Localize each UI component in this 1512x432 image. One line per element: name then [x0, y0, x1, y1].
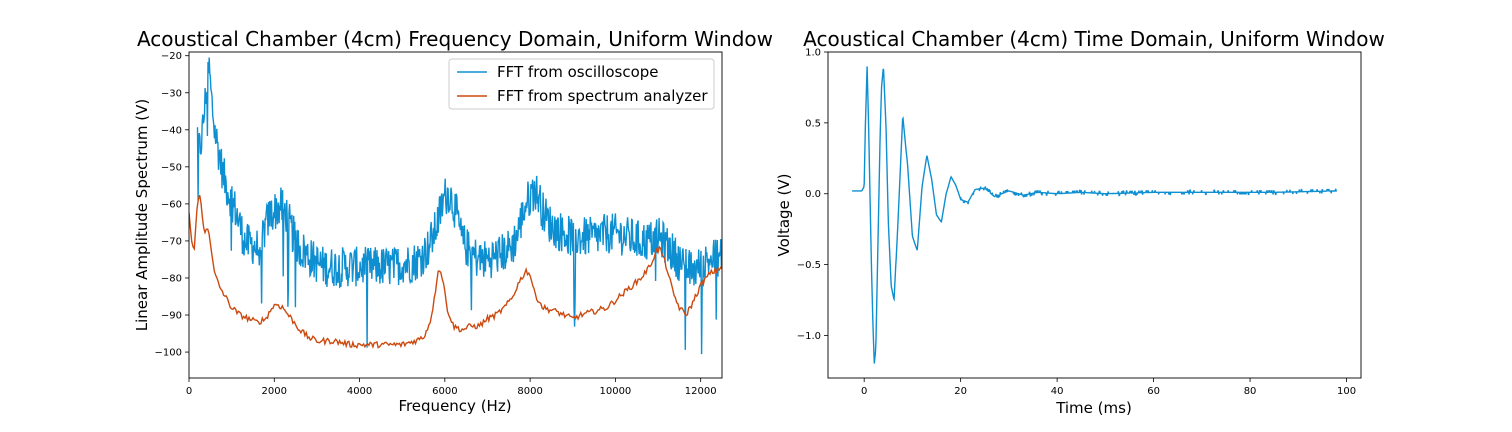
x-tick-label: 0 — [186, 386, 192, 397]
x-tick-label: 10000 — [599, 386, 631, 397]
x-axis-ticks: 0 2000 4000 6000 8000 10000 12000 — [186, 378, 717, 397]
y-tick-label: 0.0 — [805, 189, 821, 200]
x-tick-label: 80 — [1244, 386, 1257, 397]
x-axis-label: Frequency (Hz) — [398, 397, 511, 415]
x-tick-label: 12000 — [685, 386, 717, 397]
x-tick-label: 6000 — [432, 386, 457, 397]
chart-title: Acoustical Chamber (4cm) Time Domain, Un… — [803, 27, 1385, 51]
axes-frame — [827, 51, 1362, 379]
plot-area — [852, 66, 1337, 364]
plot-area — [189, 57, 722, 355]
y-tick-label: −70 — [161, 236, 182, 247]
y-axis-ticks: −100 −90 −80 −70 −60 −50 −40 −30 −20 — [155, 51, 189, 359]
legend-box — [448, 58, 715, 110]
y-tick-label: 1.0 — [805, 48, 821, 59]
x-tick-label: 60 — [1147, 386, 1160, 397]
series-line-0 — [852, 66, 1337, 364]
y-axis-label: Voltage (V) — [775, 174, 793, 257]
time-domain-chart: Acoustical Chamber (4cm) Time Domain, Un… — [775, 27, 1385, 417]
axes-frame — [188, 51, 723, 379]
x-tick-label: 0 — [861, 386, 867, 397]
chart-title: Acoustical Chamber (4cm) Frequency Domai… — [137, 27, 773, 51]
y-axis-label: Linear Amplitude Spectrum (V) — [133, 99, 151, 331]
series-line-1 — [189, 194, 722, 350]
x-tick-label: 8000 — [517, 386, 542, 397]
y-tick-label: −50 — [161, 162, 182, 173]
x-tick-label: 2000 — [262, 386, 287, 397]
frequency-domain-chart: Acoustical Chamber (4cm) Frequency Domai… — [133, 27, 773, 415]
y-axis-ticks: −1.0 −0.5 0.0 0.5 1.0 — [797, 48, 828, 342]
y-tick-label: −30 — [161, 88, 182, 99]
x-tick-label: 20 — [954, 386, 967, 397]
series-line-0 — [196, 57, 722, 355]
y-tick-label: −60 — [161, 199, 182, 210]
x-tick-label: 4000 — [347, 386, 372, 397]
y-tick-label: −40 — [161, 125, 182, 136]
y-tick-label: −1.0 — [797, 331, 821, 342]
y-tick-label: −80 — [161, 273, 182, 284]
x-axis-ticks: 0 20 40 60 80 100 — [861, 378, 1356, 397]
legend-entry-spectrum-analyzer: FFT from spectrum analyzer — [497, 87, 708, 105]
y-tick-label: −0.5 — [797, 260, 821, 271]
y-tick-label: −100 — [155, 348, 182, 359]
y-tick-label: −20 — [161, 51, 182, 62]
legend-entry-oscilloscope: FFT from oscilloscope — [497, 63, 659, 81]
legend: FFT from oscilloscope FFT from spectrum … — [448, 58, 715, 110]
y-tick-label: 0.5 — [805, 118, 821, 129]
x-tick-label: 40 — [1051, 386, 1064, 397]
x-tick-label: 100 — [1337, 386, 1356, 397]
x-axis-label: Time (ms) — [1055, 399, 1132, 417]
y-tick-label: −90 — [161, 311, 182, 322]
